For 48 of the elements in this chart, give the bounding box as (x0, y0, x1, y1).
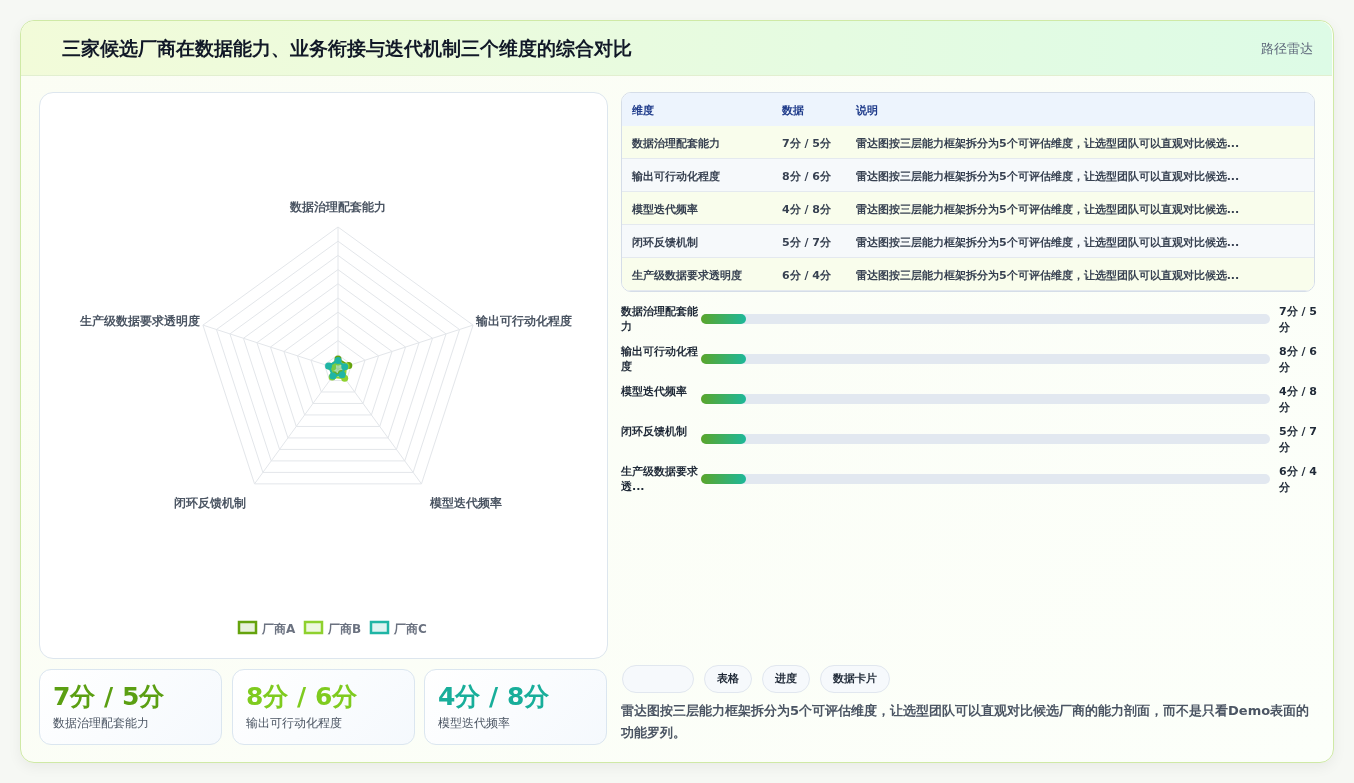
text: 表格 (704, 665, 752, 693)
text: 雷达图按三层能力框架拆分为5个可评估维度，让选型团队可以直观对比候选... (856, 170, 1240, 183)
text: 闭环反馈机制 (632, 236, 698, 249)
category-label: 维度 (632, 103, 654, 118)
category-label: 闭环反馈机制 (621, 424, 688, 439)
spoke-label: 模型迭代频率 (428, 496, 502, 511)
text: 雷达图按三层能力框架拆分为5个可评估维度，让选型团队可以直观对比候选... (856, 203, 1240, 216)
text: 8分 / 6分 (246, 682, 358, 711)
legend-label: 厂商C (393, 622, 427, 636)
category-label: 输出可行动化程度 (621, 344, 699, 374)
text: 8分 / 6分 (782, 170, 831, 183)
text: 4分 / 8分 (782, 203, 831, 216)
category-label: 输出可行动化程度 (246, 715, 342, 732)
text: 7分 / 5分 (1279, 305, 1317, 334)
text: 数据治理配套能力 (632, 137, 720, 150)
text: 6分 / 4分 (1279, 465, 1317, 494)
text: 进度 (762, 665, 810, 693)
spoke-label: 数据治理配套能力 (289, 200, 386, 214)
legend-label: 厂商A (261, 622, 296, 636)
text: 雷达图按三层能力框架拆分为5个可评估维度，让选型团队可以直观对比候选... (856, 137, 1240, 150)
text: 三家候选厂商在数据能力、业务衔接与迭代机制三个维度的综合对比 (62, 36, 632, 61)
category-label: 数据 (782, 103, 804, 118)
legend-label: 厂商B (327, 622, 362, 636)
text: 生产级数据要求透明度 (632, 269, 742, 282)
text: 雷达图按三层能力框架拆分为5个可评估维度，让选型团队可以直观对比候选... (856, 236, 1240, 249)
spoke-label: 生产级数据要求透明度 (78, 313, 200, 328)
text: 雷达图按三层能力框架拆分为5个可评估维度，让选型团队可以直观对比候选厂商的能力剖面，而不是只看Demo表面的功能罗列。 (621, 702, 1311, 742)
text: 模型迭代频率 (632, 203, 698, 216)
spoke-label: 闭环反馈机制 (174, 496, 247, 511)
text: 5分 / 7分 (1279, 425, 1317, 454)
category-label: 说明 (856, 103, 878, 118)
text: 7分 / 5分 (53, 682, 165, 711)
text: 7分 / 5分 (782, 137, 831, 150)
category-label: 数据治理配套能力 (621, 304, 699, 334)
category-label: 生产级数据要求透... (621, 464, 699, 494)
spoke-label: 输出可行动化程度 (475, 313, 573, 328)
text: 4分 / 8分 (1279, 385, 1317, 414)
category-label: 模型迭代频率 (621, 384, 688, 399)
category-label: 数据治理配套能力 (53, 715, 149, 732)
category-label: 模型迭代频率 (438, 715, 510, 732)
text: 数据卡片 (820, 665, 890, 693)
text: 输出可行动化程度 (632, 170, 720, 183)
text: 路径雷达 (1260, 40, 1313, 58)
text: 6分 / 4分 (782, 269, 831, 282)
text: 8分 / 6分 (1279, 345, 1317, 374)
text: 雷达图按三层能力框架拆分为5个可评估维度，让选型团队可以直观对比候选... (856, 269, 1240, 282)
text: 5分 / 7分 (782, 236, 831, 249)
text: 4分 / 8分 (438, 682, 550, 711)
